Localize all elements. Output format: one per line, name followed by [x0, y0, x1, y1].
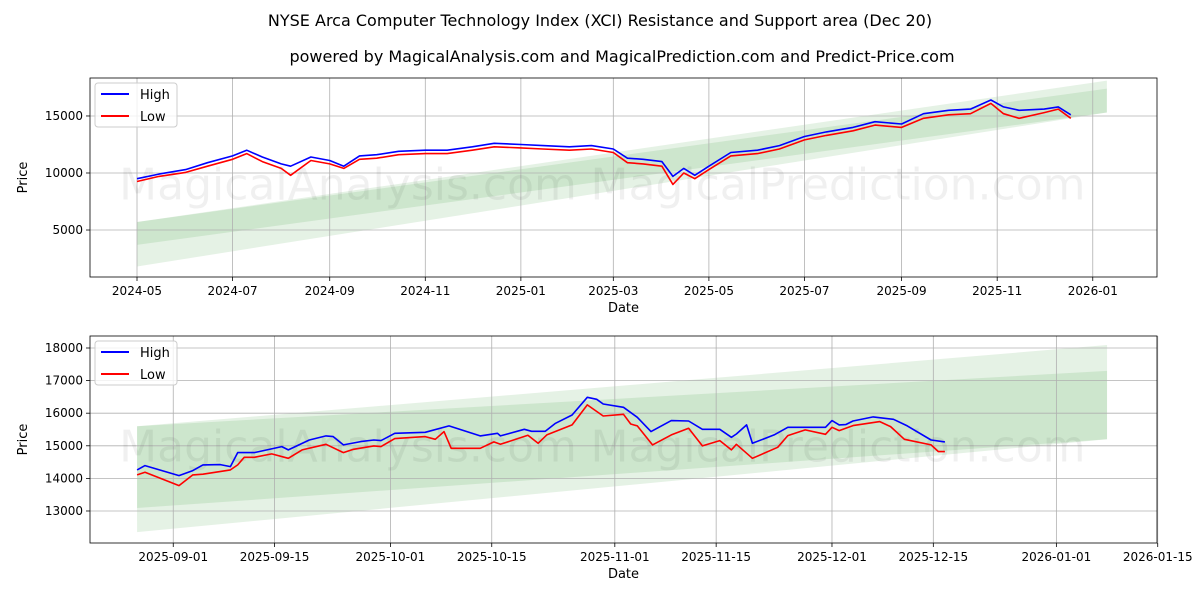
bottom-x-tick-label: 2026-01-01 [1022, 550, 1092, 564]
top-chart-axes: 2024-05 2024-07 2024-09 2024-11 2025-01 2025-… [16, 77, 1158, 316]
bottom-y-tick-label: 15000 [45, 439, 83, 453]
top-x-tick-label: 2025-03 [588, 284, 638, 298]
bottom-watermark: MagicalPrediction.com [591, 422, 1086, 473]
top-x-tick-label: 2025-05 [684, 284, 734, 298]
top-series-high-line [136, 99, 1072, 180]
bottom-y-tick-label: 17000 [45, 374, 83, 388]
top-x-tick-label: 2026-01 [1068, 284, 1118, 298]
top-x-tick-label: 2024-11 [400, 284, 450, 298]
top-plot-frame [89, 77, 1158, 278]
bottom-x-tick-label: 2025-11-15 [681, 550, 751, 564]
bottom-y-tick-label: 16000 [45, 406, 83, 420]
bottom-x-tick-label: 2025-12-15 [898, 550, 968, 564]
bottom-series-low-line [136, 404, 945, 487]
top-x-tick-label: 2024-07 [208, 284, 258, 298]
bottom-plot-frame [89, 335, 1158, 544]
bottom-series-high-line [136, 396, 946, 477]
bottom-x-axis-label: Date [608, 567, 639, 582]
top-x-tick-label: 2024-09 [305, 284, 355, 298]
bottom-x-tick-label: 2025-11-01 [580, 550, 650, 564]
top-y-tick-label: 10000 [45, 166, 83, 180]
bottom-y-axis-label: Price [16, 424, 31, 456]
top-x-tick-label: 2025-09 [877, 284, 927, 298]
bottom-chart-axes: 2025-09-01 2025-09-15 2025-10-01 2025-10-15… [16, 335, 1193, 582]
bottom-x-tick-label: 2025-09-15 [240, 550, 310, 564]
bottom-y-tick-label: 13000 [45, 504, 83, 518]
top-y-axis-label: Price [16, 162, 31, 194]
bottom-x-tick-label: 2025-12-01 [797, 550, 867, 564]
bottom-x-tick-label: 2025-09-01 [138, 550, 208, 564]
bottom-legend: High Low [94, 340, 178, 386]
top-x-tick-label: 2024-05 [112, 284, 162, 298]
top-series-low-line [136, 102, 1072, 186]
bottom-watermark: MagicalAnalysis.com [119, 422, 577, 473]
top-x-tick-label: 2025-01 [496, 284, 546, 298]
bottom-x-tick-label: 2026-01-15 [1123, 550, 1193, 564]
bottom-y-tick-label: 14000 [45, 471, 83, 485]
top-watermark: MagicalPrediction.com [591, 160, 1086, 211]
bottom-x-tick-label: 2025-10-15 [457, 550, 527, 564]
bottom-band-1 [137, 370, 1108, 509]
top-x-axis-label: Date [608, 301, 639, 316]
top-legend-label-low: Low [140, 110, 166, 125]
bottom-band-0 [137, 345, 1108, 533]
bottom-y-tick-label: 18000 [45, 341, 83, 355]
top-y-tick-label: 5000 [52, 223, 83, 237]
top-y-tick-label: 15000 [45, 109, 83, 123]
top-x-tick-label: 2025-11 [972, 284, 1022, 298]
chart-subtitle: powered by MagicalAnalysis.com and Magic… [289, 47, 954, 66]
top-legend-label-high: High [140, 88, 170, 103]
bottom-x-tick-label: 2025-10-01 [356, 550, 426, 564]
top-watermark: MagicalAnalysis.com [119, 160, 577, 211]
bottom-legend-label-low: Low [140, 368, 166, 383]
top-legend: High Low [94, 82, 178, 128]
top-x-tick-label: 2025-07 [779, 284, 829, 298]
chart-title: NYSE Arca Computer Technology Index (XCI… [268, 11, 932, 30]
bottom-legend-label-high: High [140, 346, 170, 361]
